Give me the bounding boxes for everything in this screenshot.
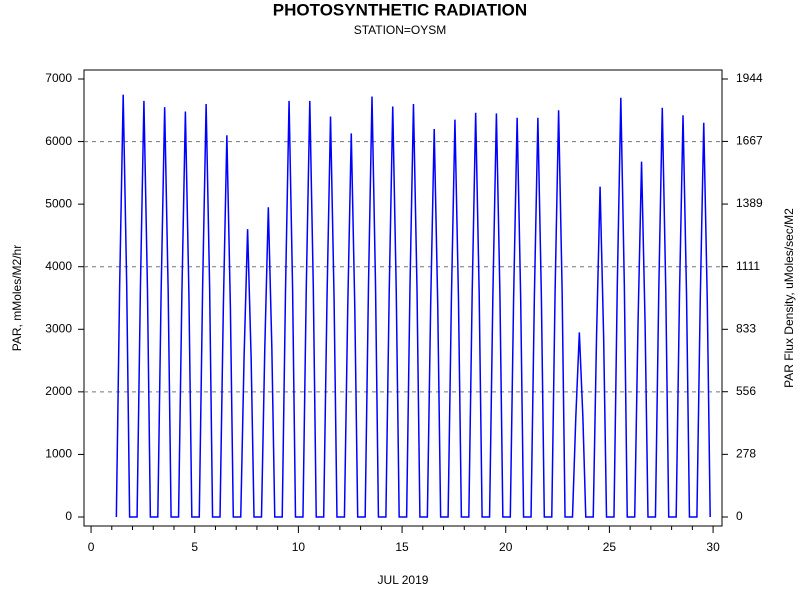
y-tick-label: 3000 (45, 321, 72, 335)
y2-tick-label: 0 (736, 509, 743, 523)
x-tick-label: 0 (88, 540, 95, 554)
x-tick-label: 10 (292, 540, 306, 554)
x-tick-label: 5 (191, 540, 198, 554)
chart-subtitle: STATION=OYSM (354, 23, 447, 37)
chart-title: PHOTOSYNTHETIC RADIATION (273, 0, 527, 19)
y2-tick-label: 833 (736, 321, 756, 335)
y2-tick-label: 1389 (736, 196, 763, 210)
y-tick-label: 2000 (45, 384, 72, 398)
y-tick-label: 0 (65, 509, 72, 523)
y-tick-label: 4000 (45, 259, 72, 273)
y2-tick-label: 1667 (736, 134, 763, 148)
y2-tick-label: 278 (736, 447, 756, 461)
y-axis-label: PAR, mMoles/M2/hr (10, 245, 24, 351)
x-tick-label: 20 (499, 540, 513, 554)
x-tick-label: 25 (603, 540, 617, 554)
y2-tick-label: 1111 (736, 259, 760, 273)
plot-frame (83, 69, 723, 527)
y2-axis-label: PAR Flux Density, uMoles/sec/M2 (782, 208, 796, 388)
y2-tick-label: 1944 (736, 71, 763, 85)
y-tick-label: 6000 (45, 134, 72, 148)
x-tick-label: 30 (706, 540, 720, 554)
x-axis-label: JUL 2019 (378, 573, 429, 587)
y-tick-label: 5000 (45, 196, 72, 210)
y-tick-label: 1000 (45, 447, 72, 461)
x-tick-label: 15 (395, 540, 409, 554)
data-line (115, 94, 711, 518)
y-tick-label: 7000 (45, 71, 72, 85)
y2-tick-label: 556 (736, 384, 756, 398)
